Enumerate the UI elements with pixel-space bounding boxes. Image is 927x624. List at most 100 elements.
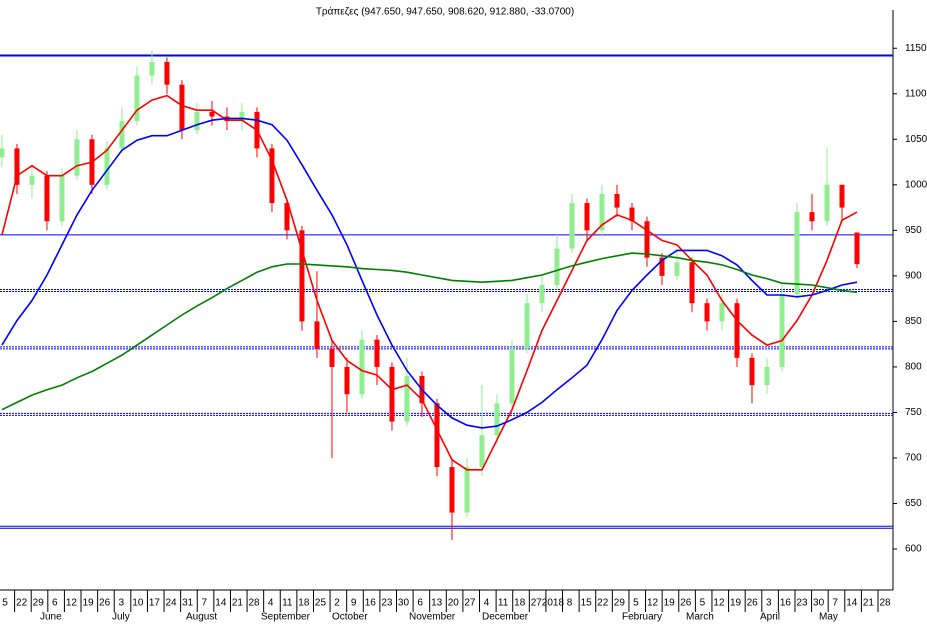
chart-title: Τράπεζες (947.650, 947.650, 908.620, 912… bbox=[316, 6, 574, 18]
candle-body bbox=[554, 248, 560, 285]
candle-body bbox=[284, 203, 290, 231]
candle-body bbox=[194, 111, 200, 131]
x-tick-label: 5 bbox=[633, 598, 639, 609]
y-tick-label: 600 bbox=[905, 544, 922, 555]
candle-body bbox=[764, 366, 770, 386]
y-tick-label: 850 bbox=[905, 316, 922, 327]
month-label: August bbox=[186, 612, 217, 623]
x-tick-label: 8 bbox=[567, 598, 573, 609]
candle-body bbox=[524, 303, 530, 349]
x-tick-label: 30 bbox=[398, 598, 410, 609]
candle-body bbox=[839, 184, 845, 208]
month-label: December bbox=[482, 612, 529, 623]
x-tick-label: 16 bbox=[780, 598, 792, 609]
candle-body bbox=[704, 303, 710, 322]
candle-body bbox=[179, 84, 185, 131]
candle-body bbox=[314, 321, 320, 349]
x-tick-label: 30 bbox=[813, 598, 825, 609]
candle-body bbox=[59, 175, 65, 222]
x-tick-label: 29 bbox=[614, 598, 626, 609]
candle-body bbox=[599, 193, 605, 231]
candle-body bbox=[239, 111, 245, 122]
candle-body bbox=[0, 148, 5, 158]
candle-body bbox=[644, 221, 650, 258]
candle-body bbox=[134, 75, 140, 122]
y-tick-label: 800 bbox=[905, 362, 922, 373]
candle-body bbox=[149, 61, 155, 76]
month-label: November bbox=[409, 612, 456, 623]
candle-body bbox=[14, 148, 20, 185]
candle-body bbox=[809, 212, 815, 222]
x-tick-label: 21 bbox=[863, 598, 875, 609]
candle-body bbox=[29, 175, 35, 185]
candle-body bbox=[749, 357, 755, 386]
candle-body bbox=[584, 203, 590, 231]
y-tick-label: 650 bbox=[905, 498, 922, 509]
x-tick-label: 23 bbox=[381, 598, 393, 609]
candle-body bbox=[674, 262, 680, 276]
x-tick-label: 3 bbox=[766, 598, 772, 609]
x-tick-label: 28 bbox=[879, 598, 891, 609]
x-tick-label: 27 bbox=[531, 598, 543, 609]
candle-body bbox=[824, 184, 830, 222]
y-tick-label: 1100 bbox=[905, 88, 927, 99]
candle-body bbox=[209, 111, 215, 117]
y-tick-label: 700 bbox=[905, 453, 922, 464]
month-label: April bbox=[760, 612, 780, 623]
x-tick-label: 22 bbox=[16, 598, 28, 609]
x-tick-label: 14 bbox=[215, 598, 227, 609]
x-tick-label: 18 bbox=[298, 598, 310, 609]
candle-body bbox=[164, 61, 170, 85]
candle-body bbox=[404, 376, 410, 422]
candle-body bbox=[449, 467, 455, 513]
candle-body bbox=[494, 403, 500, 436]
x-tick-label: 27 bbox=[464, 598, 476, 609]
candle-body bbox=[434, 403, 440, 468]
candle-body bbox=[44, 175, 50, 222]
x-tick-label: 13 bbox=[431, 598, 443, 609]
moving-average-line bbox=[1, 117, 858, 429]
y-tick-label: 950 bbox=[905, 225, 922, 236]
candle-body bbox=[614, 193, 620, 208]
candle-body bbox=[854, 232, 860, 265]
month-label: June bbox=[40, 612, 62, 623]
candle-body bbox=[74, 139, 80, 176]
x-tick-label: 11 bbox=[498, 598, 509, 609]
candle-body bbox=[329, 348, 335, 367]
x-tick-label: 19 bbox=[730, 598, 742, 609]
moving-average-line bbox=[1, 94, 858, 471]
x-tick-label: 4 bbox=[484, 598, 490, 609]
x-tick-label: 6 bbox=[417, 598, 423, 609]
candle-body bbox=[464, 467, 470, 513]
x-tick-label: 16 bbox=[365, 598, 377, 609]
candle-body bbox=[734, 303, 740, 358]
x-tick-label: 26 bbox=[99, 598, 111, 609]
candle-body bbox=[629, 207, 635, 222]
candle-body bbox=[359, 339, 365, 395]
candle-body bbox=[479, 435, 485, 468]
x-tick-label: 25 bbox=[315, 598, 327, 609]
month-label: February bbox=[622, 612, 662, 623]
month-label: September bbox=[261, 612, 311, 623]
x-tick-label: 5 bbox=[700, 598, 706, 609]
x-tick-label: 19 bbox=[664, 598, 676, 609]
candle-body bbox=[374, 339, 380, 367]
x-tick-label: 12 bbox=[713, 598, 725, 609]
candle-body bbox=[659, 257, 665, 276]
x-tick-label: 31 bbox=[182, 598, 194, 609]
y-tick-label: 1000 bbox=[905, 179, 927, 190]
x-tick-label: 18 bbox=[514, 598, 526, 609]
x-tick-label: 9 bbox=[351, 598, 357, 609]
x-tick-label: 23 bbox=[796, 598, 808, 609]
candle-body bbox=[779, 294, 785, 367]
candle-body bbox=[539, 284, 545, 304]
x-tick-label: 14 bbox=[846, 598, 858, 609]
x-tick-label: 20 bbox=[448, 598, 460, 609]
x-tick-label: 7 bbox=[832, 598, 838, 609]
x-tick-label: 2 bbox=[334, 598, 340, 609]
x-tick-label: 24 bbox=[165, 598, 177, 609]
candle-body bbox=[509, 348, 515, 404]
x-tick-label: 3 bbox=[118, 598, 124, 609]
